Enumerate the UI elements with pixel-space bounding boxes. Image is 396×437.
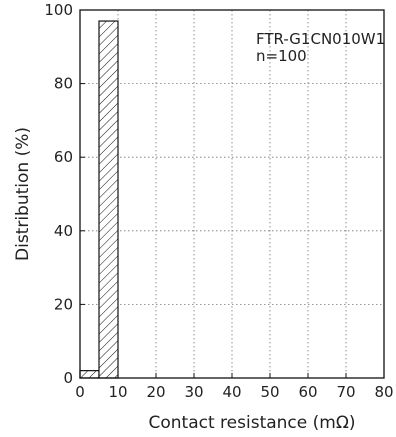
- y-tick-label: 20: [54, 295, 73, 313]
- axis-ticks: [79, 9, 385, 379]
- x-tick-label: 20: [146, 383, 165, 401]
- bars: [79, 20, 119, 379]
- x-tick-label: 40: [222, 383, 241, 401]
- x-tick-label: 60: [298, 383, 317, 401]
- model-annotation: FTR-G1CN010W1: [256, 30, 385, 48]
- y-tick-label: 0: [63, 369, 73, 387]
- sample-size-annotation: n=100: [256, 47, 307, 65]
- histogram-bar: [98, 20, 119, 379]
- grid: [80, 10, 384, 378]
- y-tick-label: 100: [44, 1, 73, 19]
- x-tick-labels: 0 10 20 30 40 50 60 70 80: [75, 383, 393, 401]
- y-tick-label: 40: [54, 222, 73, 240]
- x-axis-label: Contact resistance (mΩ): [149, 413, 356, 433]
- x-tick-label: 80: [374, 383, 393, 401]
- x-tick-label: 70: [336, 383, 355, 401]
- x-tick-label: 30: [184, 383, 203, 401]
- y-axis-label: Distribution (%): [13, 127, 33, 261]
- y-tick-labels: 0 20 40 60 80 100: [44, 1, 73, 387]
- x-tick-label: 50: [260, 383, 279, 401]
- x-tick-label: 10: [108, 383, 127, 401]
- histogram-bar: [79, 370, 100, 379]
- y-tick-label: 80: [54, 75, 73, 93]
- x-tick-label: 0: [75, 383, 85, 401]
- y-tick-label: 60: [54, 148, 73, 166]
